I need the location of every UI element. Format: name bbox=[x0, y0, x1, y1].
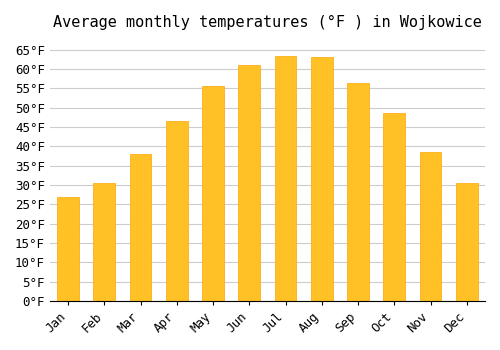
Title: Average monthly temperatures (°F ) in Wojkowice: Average monthly temperatures (°F ) in Wo… bbox=[53, 15, 482, 30]
Bar bbox=[238, 65, 260, 301]
Bar bbox=[202, 86, 224, 301]
Bar bbox=[274, 56, 296, 301]
Bar bbox=[57, 197, 79, 301]
Bar bbox=[166, 121, 188, 301]
Bar bbox=[456, 183, 477, 301]
Bar bbox=[130, 154, 152, 301]
Bar bbox=[384, 113, 405, 301]
Bar bbox=[420, 152, 442, 301]
Bar bbox=[311, 57, 332, 301]
Bar bbox=[347, 83, 369, 301]
Bar bbox=[94, 183, 115, 301]
